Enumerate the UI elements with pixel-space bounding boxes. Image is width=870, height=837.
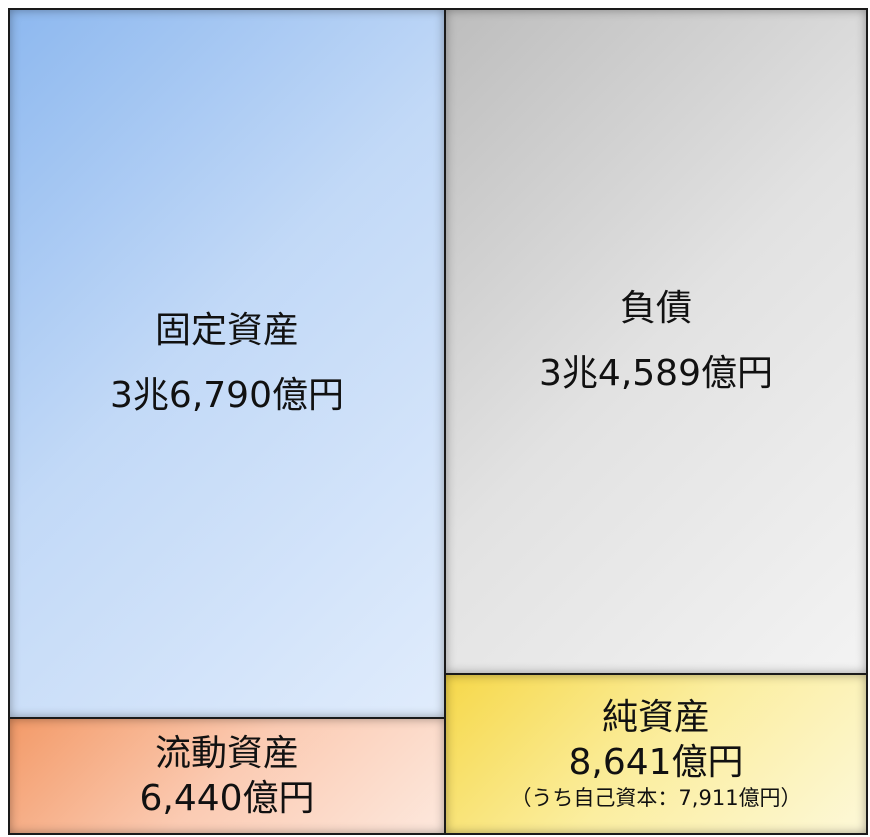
block-note: （うち自己資本：7,911億円） [510,786,802,811]
liabilities-block: 負債 3兆4,589億円 [444,8,868,675]
block-amount: 3兆6,790億円 [110,374,344,416]
block-label: 固定資産 [154,309,299,351]
block-label: 負債 [619,287,692,329]
block-label: 純資産 [601,697,710,739]
block-label: 流動資産 [154,733,299,774]
block-amount: 8,641億円 [568,742,744,784]
current-assets-block: 流動資産 6,440億円 [8,717,446,835]
block-amount: 6,440億円 [139,778,315,819]
fixed-assets-block: 固定資産 3兆6,790億円 [8,8,446,719]
block-amount: 3兆4,589億円 [539,352,773,394]
net-assets-block: 純資産 8,641億円 （うち自己資本：7,911億円） [444,673,868,835]
